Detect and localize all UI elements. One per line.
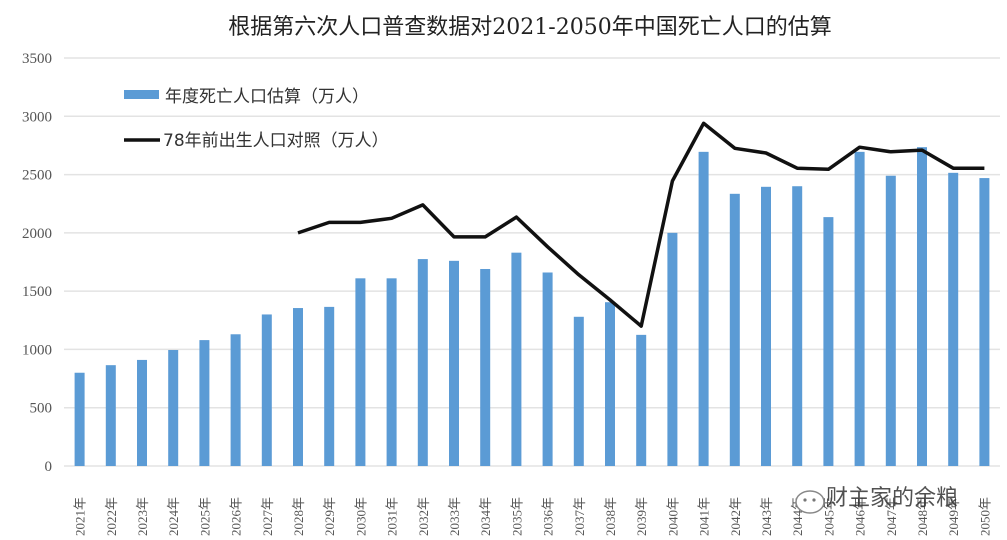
x-tick-label: 2043年 [759,497,774,536]
bar-series [74,147,990,467]
bar [293,308,303,466]
y-tick-label: 500 [30,401,53,417]
bar [698,151,709,466]
x-tick-label: 2022年 [104,497,119,536]
wechat-icon [795,490,825,514]
x-tick-label: 2037年 [572,497,587,536]
x-tick-label: 2041年 [697,497,712,536]
x-tick-label: 2028年 [291,497,306,536]
x-tick-label: 2046年 [853,497,868,536]
legend-swatch-bar [124,90,159,99]
bar [480,268,491,466]
x-tick-label: 2038年 [603,497,618,536]
y-tick-label: 2500 [22,168,52,184]
line-series [297,121,985,328]
watermark: 财主家的余粮 [795,486,958,514]
bar [386,278,397,466]
bar [105,365,116,466]
x-tick-label: 2050年 [977,497,992,536]
bar [137,359,147,466]
x-tick-label: 2048年 [915,497,930,536]
x-tick-label: 2035年 [509,497,524,536]
y-tick-label: 1000 [22,342,52,358]
bar [230,334,241,466]
x-tick-label: 2042年 [728,497,743,536]
watermark-text: 财主家的余粮 [826,486,958,511]
bar [417,259,428,466]
x-tick-label: 2039年 [634,497,649,536]
chart-title: 根据第六次人口普查数据对2021-2050年中国死亡人口的估算 [228,15,831,40]
bar [917,147,927,467]
x-tick-label: 2023年 [135,497,150,536]
x-tick-label: 2032年 [416,497,431,536]
x-tick-label: 2030年 [353,497,368,536]
bar [854,151,865,466]
bar [355,278,366,466]
legend: 年度死亡人口估算（万人） 78年前出生人口对照（万人） [124,87,389,151]
x-tick-label: 2027年 [260,497,275,536]
x-tick-label: 2029年 [322,497,337,536]
bar [792,186,803,466]
bar [948,172,959,466]
bar [979,178,990,466]
bar [573,316,584,466]
bar [761,186,771,466]
bar [636,334,647,466]
y-tick-label: 3500 [22,51,52,67]
y-tick-label: 3000 [22,109,52,125]
line-path [297,121,985,328]
x-tick-label: 2024年 [166,497,181,536]
bar [74,372,85,466]
x-tick-label: 2047年 [884,497,899,536]
bar [729,193,740,466]
x-tick-label: 2049年 [946,497,961,536]
y-tick-label: 1500 [22,284,52,300]
bar [168,350,179,466]
bar [511,252,522,466]
x-tick-label: 2033年 [447,497,462,536]
legend-label-bar: 年度死亡人口估算（万人） [165,87,369,107]
bar [199,340,210,466]
x-tick-label: 2040年 [665,497,680,536]
bar [449,260,459,466]
legend-label-line: 78年前出生人口对照（万人） [163,131,389,151]
x-tick-label: 2045年 [821,497,836,536]
y-axis-ticks: 0 500 1000 1500 2000 2500 3000 3500 [22,51,52,475]
y-tick-label: 0 [45,459,53,475]
bar [324,306,335,466]
bar [885,175,896,467]
bar [261,314,272,466]
x-axis-ticks: 2021年 2022年 2023年 2024年 2025年 2026年 2027年 2028年… [73,497,993,536]
x-tick-label: 2036年 [541,497,556,536]
bar [823,217,834,466]
x-tick-label: 2021年 [73,497,88,536]
x-tick-label: 2034年 [478,497,493,536]
bar [667,232,678,466]
x-tick-label: 2025年 [197,497,212,536]
x-tick-label: 2031年 [385,497,400,536]
x-tick-label: 2026年 [229,497,244,536]
bar [605,302,615,466]
y-tick-label: 2000 [22,226,52,242]
bar [542,272,553,466]
